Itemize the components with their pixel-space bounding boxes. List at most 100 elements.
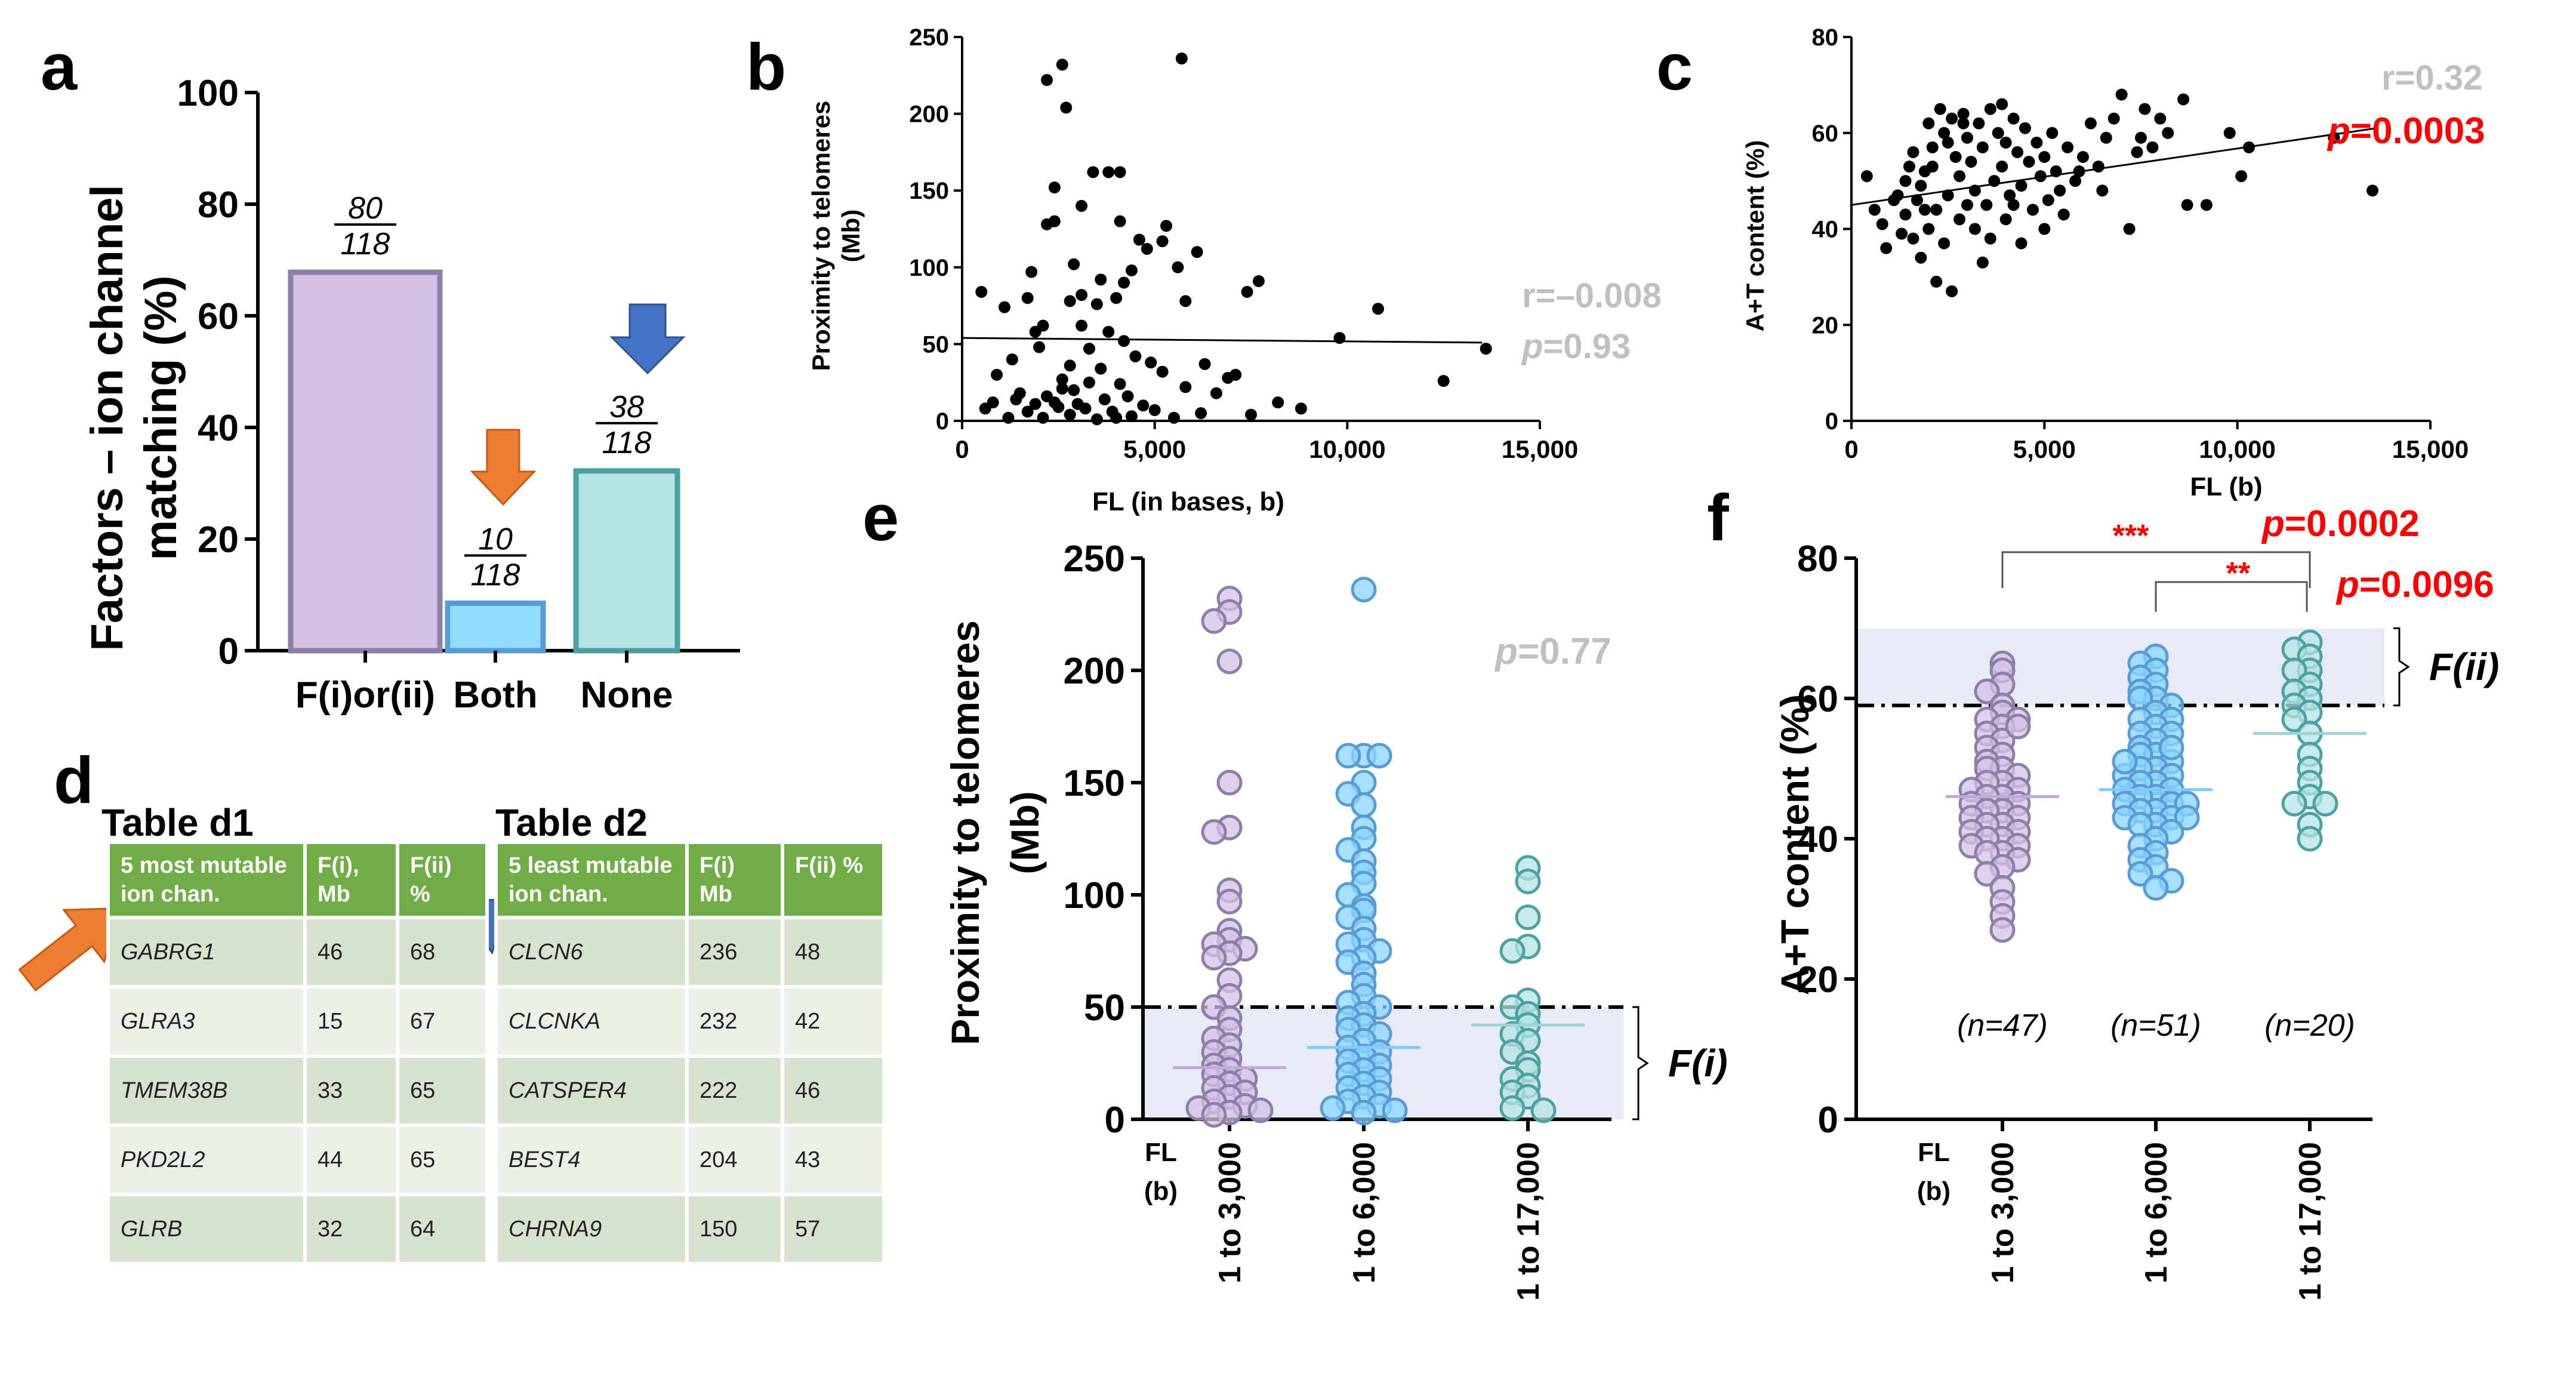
panel-c-data-point xyxy=(1899,208,1912,221)
panel-c-data-point xyxy=(2100,131,2112,144)
fii-value: 42 xyxy=(781,985,886,1058)
panel-f-bracket-long xyxy=(2001,551,2311,588)
panel-c-data-point xyxy=(1899,175,1912,187)
panel-c-y-tick-label: 0 xyxy=(1825,408,1838,435)
panel-c-data-point xyxy=(2069,175,2082,187)
table-d2-header-fi: F(i) Mb xyxy=(685,841,784,919)
panel-c-data-point xyxy=(1915,251,1927,264)
gene-name: CLCN6 xyxy=(494,916,689,989)
panel-c-data-point xyxy=(1992,127,2004,139)
panel-f-data-point xyxy=(2312,790,2338,817)
panel-c-x-tick-label: 0 xyxy=(1844,435,1858,463)
panel-c-p-symbol: p xyxy=(2327,110,2350,152)
panel-c-p-value: p=0.0003 xyxy=(2327,110,2485,152)
panel-e-fl-unit: (b) xyxy=(1144,1177,1178,1206)
panel-f-brace xyxy=(2393,627,2410,707)
panel-c-data-point xyxy=(2123,223,2136,235)
panel-c-data-point xyxy=(1953,213,1966,226)
panel-c-data-point xyxy=(1976,256,1989,269)
panel-b-data-point xyxy=(1040,74,1053,87)
fi-value: 232 xyxy=(685,985,784,1058)
panel-label-b: b xyxy=(746,30,786,104)
panel-b-axes: 0 50 100 150 200 250 0 5,000 10,000 15,000 xyxy=(909,24,1578,463)
panel-b-x-tick-label: 10,000 xyxy=(1309,435,1385,463)
panel-c-data-point xyxy=(2154,112,2167,125)
panel-b-data-point xyxy=(1110,292,1123,304)
panel-a-y-tick-label: 80 xyxy=(198,184,239,226)
panel-c-data-point xyxy=(1930,275,1943,288)
panel-e-y-tick-label: 150 xyxy=(1064,763,1125,804)
table-d2-header-row: 5 least mutable ion chan. F(i) Mb F(ii) … xyxy=(494,841,886,919)
panel-b-data-point xyxy=(1333,332,1346,344)
panel-f-data-point xyxy=(1974,861,2000,887)
panel-c-scatter: A+T content (%) FL (b) 0 20 40 60 80 0 5,000 10… xyxy=(1741,24,2485,501)
panel-label-d: d xyxy=(54,744,94,817)
panel-b-data-point xyxy=(1076,319,1088,332)
panel-a-x-labels: F(i)or(ii) Both None xyxy=(295,675,673,716)
panel-f-p1-symbol: p xyxy=(2261,503,2285,544)
panel-b-data-point xyxy=(1064,359,1076,372)
panel-f-fl-unit: (b) xyxy=(1917,1177,1951,1206)
panel-f-data-point xyxy=(1974,678,2000,704)
table-d2-title: Table d2 xyxy=(495,801,648,844)
panel-c-p-number: =0.0003 xyxy=(2350,110,2485,152)
panel-b-data-point xyxy=(1060,101,1073,114)
panel-b-data-point xyxy=(1118,276,1130,289)
panel-f-medians xyxy=(1946,732,2367,798)
orange-down-arrow-icon xyxy=(470,429,537,506)
panel-c-data-point xyxy=(1957,107,1970,120)
panel-e-p-value: p=0.77 xyxy=(1494,631,1611,672)
panel-c-data-point xyxy=(2011,146,2024,158)
panel-b-data-point xyxy=(1133,233,1145,246)
fi-value: 15 xyxy=(303,985,399,1058)
panel-f-points xyxy=(1958,629,2338,943)
panel-a-y-tick-label: 60 xyxy=(198,296,239,337)
fii-value: 65 xyxy=(396,1054,489,1127)
panel-a-bars xyxy=(288,269,680,663)
panel-c-data-point xyxy=(2181,199,2193,211)
panel-c-data-point xyxy=(2015,180,2027,192)
panel-b-data-point xyxy=(1064,408,1076,421)
panel-a-bar xyxy=(573,468,680,654)
panel-a-bar xyxy=(288,269,443,654)
panel-e-ylabel-line2: (Mb) xyxy=(1003,791,1047,874)
panel-f-fl-label: FL xyxy=(1918,1138,1950,1167)
panel-b-data-point xyxy=(1191,246,1203,258)
panel-c-data-point xyxy=(2135,131,2147,144)
panel-f-data-point xyxy=(2281,790,2307,817)
panel-c-data-point xyxy=(1942,189,1954,202)
panel-b-x-tick-label: 15,000 xyxy=(1502,435,1578,463)
panel-c-data-point xyxy=(2200,199,2213,211)
panel-c-x-tick-label: 15,000 xyxy=(2392,435,2469,463)
panel-c-data-point xyxy=(2235,170,2248,183)
table-d1-header-name: 5 most mutable ion chan. xyxy=(106,841,307,919)
panel-b-data-point xyxy=(1098,393,1111,405)
panel-c-data-point xyxy=(1949,150,1962,163)
panel-f-n-label: (n=51) xyxy=(2110,1008,2201,1043)
panel-c-points xyxy=(1860,88,2378,297)
panel-f-n-label: (n=47) xyxy=(1957,1008,2048,1043)
panel-a-y-tick-label: 20 xyxy=(198,519,239,561)
panel-c-data-point xyxy=(1996,98,2008,110)
panel-b-data-point xyxy=(1156,365,1169,378)
fi-value: 150 xyxy=(685,1193,784,1266)
panel-e-data-point xyxy=(1530,1097,1557,1123)
panel-c-data-point xyxy=(2162,127,2174,139)
panel-c-data-point xyxy=(1953,170,1966,183)
panel-b-data-point xyxy=(1295,402,1307,415)
panel-e-fl-label: FL xyxy=(1145,1138,1177,1167)
fii-value: 43 xyxy=(781,1123,886,1196)
panel-f-p2-number: =0.0096 xyxy=(2359,564,2494,605)
panel-f-y-tick-label: 40 xyxy=(1797,819,1838,860)
panel-e-data-point xyxy=(1335,743,1361,769)
panel-c-data-point xyxy=(1926,141,1939,153)
table-d2-header-name: 5 least mutable ion chan. xyxy=(494,841,689,919)
panel-e-brace xyxy=(1632,1006,1649,1120)
fi-value: 46 xyxy=(303,916,399,989)
panel-b-data-point xyxy=(1114,215,1126,227)
panel-e-data-point xyxy=(1515,868,1541,894)
panel-c-data-point xyxy=(1946,112,1958,125)
panel-b-data-point xyxy=(998,301,1010,313)
panel-b-data-point xyxy=(1125,264,1138,276)
panel-c-data-point xyxy=(2243,141,2255,153)
